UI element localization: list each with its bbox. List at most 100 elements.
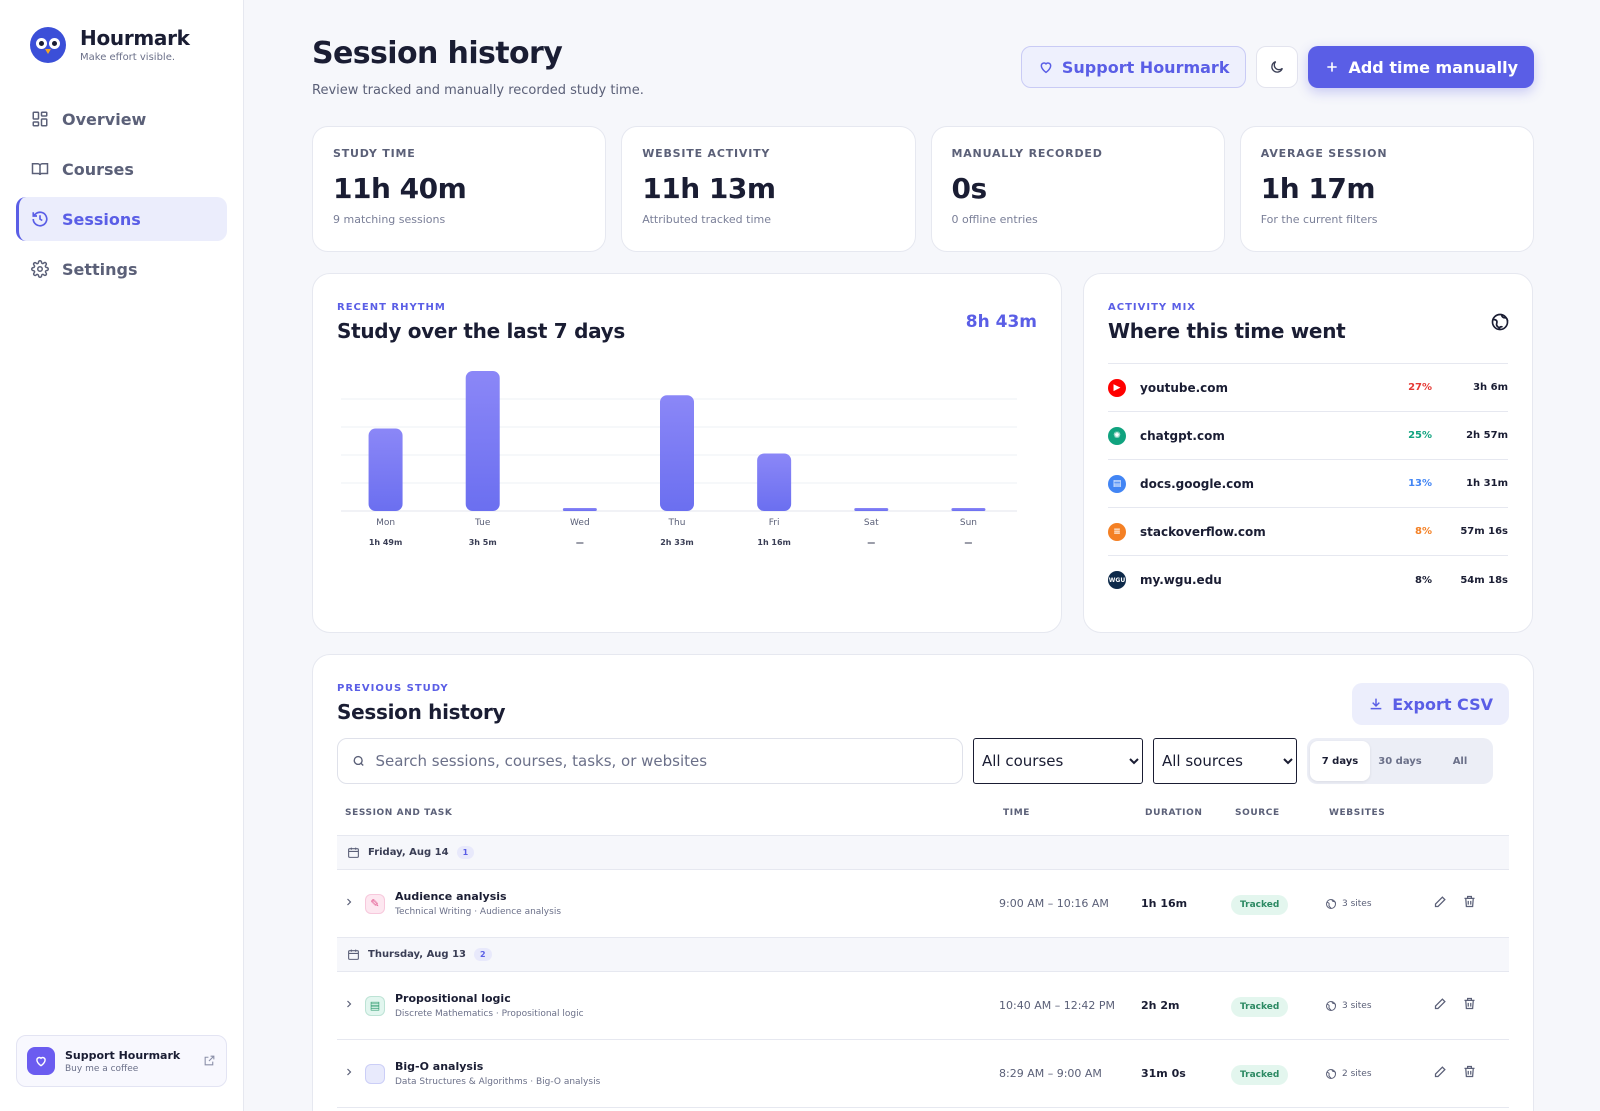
sidebar-item-sessions[interactable]: Sessions [16,197,227,241]
mix-site: stackoverflow.com [1140,524,1266,539]
chart-bar-sun[interactable] [951,508,986,511]
sidebar-item-settings[interactable]: Settings [16,247,227,291]
session-time: 10:40 AM – 12:42 PM [999,999,1116,1012]
websites-cell[interactable]: 3 sites [1325,1000,1433,1012]
sidebar-item-overview[interactable]: Overview [16,97,227,141]
stat-value: 11h 13m [642,172,776,205]
session-duration: 1h 16m [1141,897,1188,910]
chevron-right-icon[interactable] [343,998,365,1014]
history-icon [30,209,50,229]
support-card-subtitle: Buy me a coffee [65,1063,139,1074]
session-time: 8:29 AM – 9:00 AM [999,1067,1102,1080]
notes-icon: ▤ [365,995,385,1016]
external-link-icon [203,1052,216,1071]
globe-icon [1326,1068,1336,1079]
chart-bar-tue[interactable] [465,371,500,511]
stat-label: MANUALLY RECORDED [951,147,1103,160]
youtube-icon: ▶ [1108,378,1126,397]
rhythm-title: Study over the last 7 days [337,319,626,343]
chart-value-label: — [867,538,875,547]
google-docs-icon: ▤ [1108,474,1126,493]
header-actions: Support Hourmark Add time manually [1020,46,1534,88]
rhythm-eyebrow: RECENT RHYTHM [337,302,446,313]
sidebar-item-label: Sessions [62,209,141,229]
code-icon [365,1063,385,1084]
pencil-icon: ✎ [365,893,385,914]
trash-icon[interactable] [1462,1064,1477,1083]
chevron-right-icon[interactable] [343,896,365,912]
gear-icon [30,259,50,279]
mix-row: ✺ chatgpt.com 25% 2h 57m [1108,412,1508,460]
sessions-table: SESSION AND TASK TIME DURATION SOURCE WE… [337,808,1509,1108]
calendar-icon [348,949,359,960]
book-icon [30,159,50,179]
stackoverflow-icon: ≡ [1108,522,1126,541]
mix-percent: 27% [1408,382,1432,393]
edit-icon[interactable] [1433,1064,1448,1083]
chart-tick-label: Thu [668,518,686,528]
chart-tick-label: Tue [474,518,491,528]
row-actions [1433,1064,1477,1083]
add-time-button[interactable]: Add time manually [1308,46,1534,88]
globe-icon [1326,1000,1336,1011]
stat-sub: Attributed tracked time [642,213,772,226]
table-row[interactable]: ▤ Propositional logic Discrete Mathemati… [337,972,1509,1040]
chart-bar-mon[interactable] [368,428,403,511]
range-option-30-days[interactable]: 30 days [1370,741,1430,781]
chatgpt-icon: ✺ [1108,426,1126,445]
mix-title: Where this time went [1108,319,1346,343]
mix-row: ▶ youtube.com 27% 3h 6m [1108,364,1508,412]
date-group-count: 2 [473,948,492,961]
chart-bar-wed[interactable] [562,508,597,511]
rhythm-total: 8h 43m [965,312,1037,332]
sidebar-item-label: Settings [62,259,138,279]
stat-sub: For the current filters [1260,213,1378,226]
trash-icon[interactable] [1462,996,1477,1015]
table-row[interactable]: Big-O analysis Data Structures & Algorit… [337,1040,1509,1108]
task-subtitle: Technical Writing · Audience analysis [395,907,562,917]
websites-cell[interactable]: 2 sites [1325,1068,1433,1080]
support-button[interactable]: Support Hourmark [1020,46,1247,88]
date-group-label: Friday, Aug 14 [368,847,449,858]
table-row[interactable]: ✎ Audience analysis Technical Writing · … [337,870,1509,938]
mix-site: my.wgu.edu [1140,573,1222,587]
chart-bar-thu[interactable] [660,395,694,511]
source-badge: Tracked [1231,895,1289,915]
mix-row: WGU my.wgu.edu 8% 54m 18s [1108,556,1508,604]
stat-card: WEBSITE ACTIVITY 11h 13m Attributed trac… [621,126,916,252]
support-card[interactable]: Support Hourmark Buy me a coffee [16,1035,227,1087]
trash-icon[interactable] [1462,894,1477,913]
stats-row: STUDY TIME 11h 40m 9 matching sessions WE… [312,126,1534,252]
search-input[interactable] [375,752,948,770]
source-filter-select[interactable]: All sources [1153,738,1297,784]
course-filter-select[interactable]: All courses [973,738,1143,784]
support-card-title: Support Hourmark [65,1048,181,1062]
brand[interactable]: Hourmark Make effort visible. [0,0,243,63]
row-actions [1433,996,1477,1015]
chart-tick-label: Sun [960,518,977,528]
chart-bar-fri[interactable] [757,453,792,511]
date-group-header: Thursday, Aug 13 2 [337,938,1509,972]
chevron-right-icon[interactable] [343,1066,365,1082]
sidebar-item-courses[interactable]: Courses [16,147,227,191]
sidebar-item-label: Overview [62,109,147,129]
export-csv-button[interactable]: Export CSV [1352,683,1509,725]
websites-cell[interactable]: 3 sites [1325,898,1433,910]
edit-icon[interactable] [1433,996,1448,1015]
range-option-all[interactable]: All [1430,741,1490,781]
chart-bar-sat[interactable] [854,508,889,511]
source-cell: Tracked [1231,994,1325,1017]
mix-percent: 8% [1415,526,1432,537]
edit-icon[interactable] [1433,894,1448,913]
search-icon [353,755,364,766]
session-duration: 31m 0s [1141,1067,1186,1080]
sidebar-item-label: Courses [62,159,134,179]
websites-count: 2 sites [1342,1068,1372,1079]
search-box [337,738,963,784]
mix-site: youtube.com [1140,380,1229,395]
stat-label: WEBSITE ACTIVITY [642,147,771,160]
websites-count: 3 sites [1342,1000,1372,1011]
range-option-7-days[interactable]: 7 days [1310,741,1370,781]
theme-toggle-button[interactable] [1256,46,1299,88]
mix-percent: 8% [1415,574,1432,586]
